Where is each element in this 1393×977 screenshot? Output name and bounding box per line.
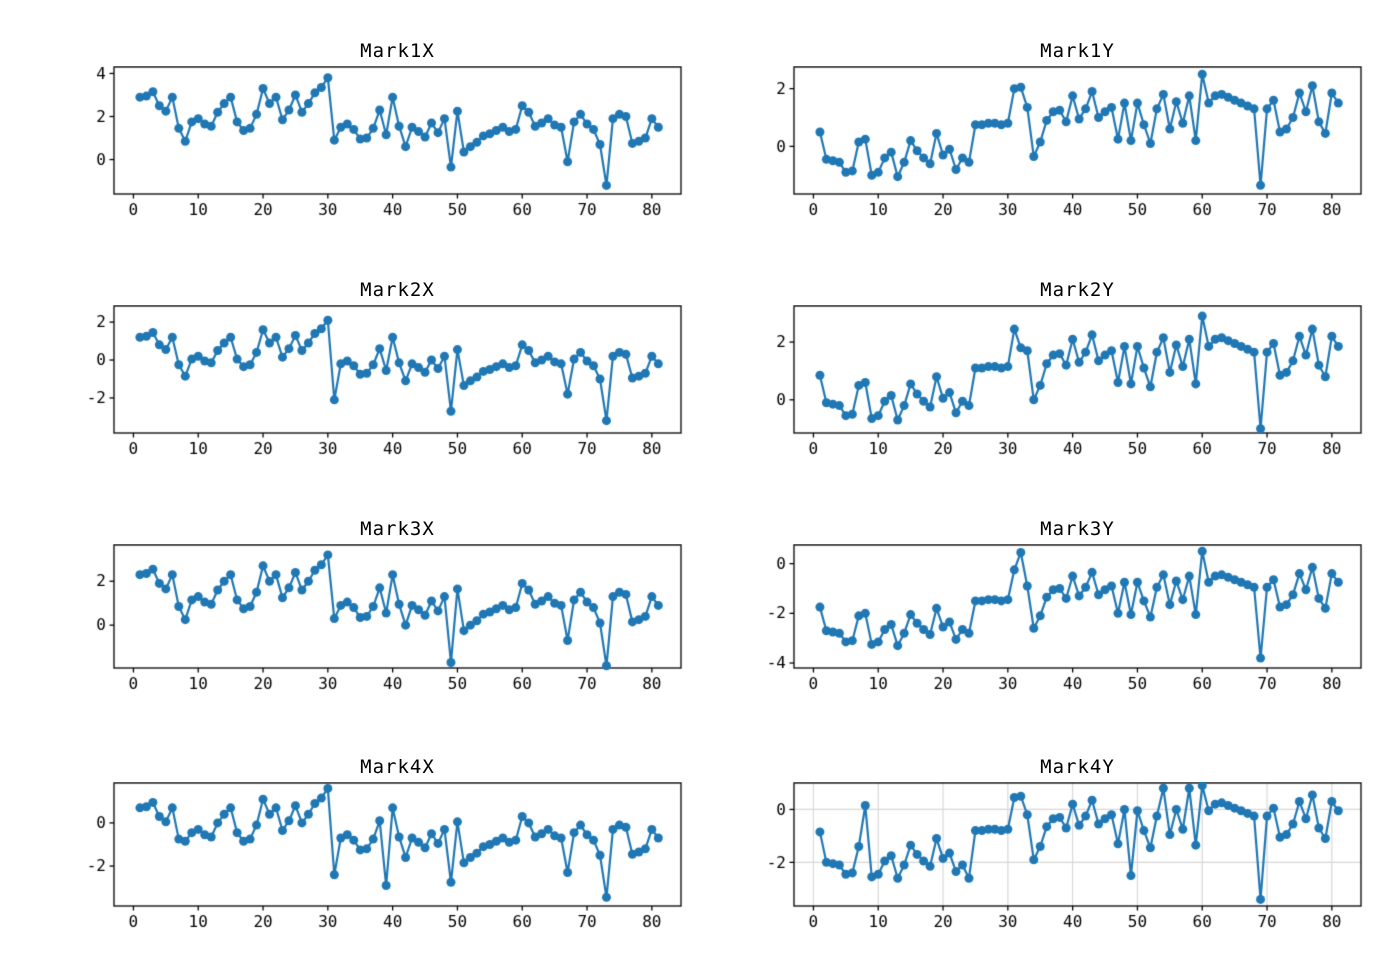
mark3y-plot-canvas (724, 544, 1384, 703)
chart-title-mark3x: Mark3X (360, 518, 435, 540)
mark2y-plot-canvas (724, 305, 1384, 468)
mark1x-plot-canvas (44, 66, 704, 229)
chart-title-mark1x: Mark1X (360, 40, 435, 62)
mark2x-plot-canvas (44, 305, 704, 468)
chart-title-mark4x: Mark4X (360, 756, 435, 778)
chart-title-mark2x: Mark2X (360, 279, 435, 301)
chart-title-mark4y: Mark4Y (1040, 756, 1115, 778)
mark4x-plot-canvas (44, 782, 704, 941)
mark4y-plot-canvas (724, 782, 1384, 941)
chart-title-mark3y: Mark3Y (1040, 518, 1115, 540)
chart-title-mark2y: Mark2Y (1040, 279, 1115, 301)
mark3x-plot-canvas (44, 544, 704, 703)
mark1y-plot-canvas (724, 66, 1384, 229)
chart-title-mark1y: Mark1Y (1040, 40, 1115, 62)
